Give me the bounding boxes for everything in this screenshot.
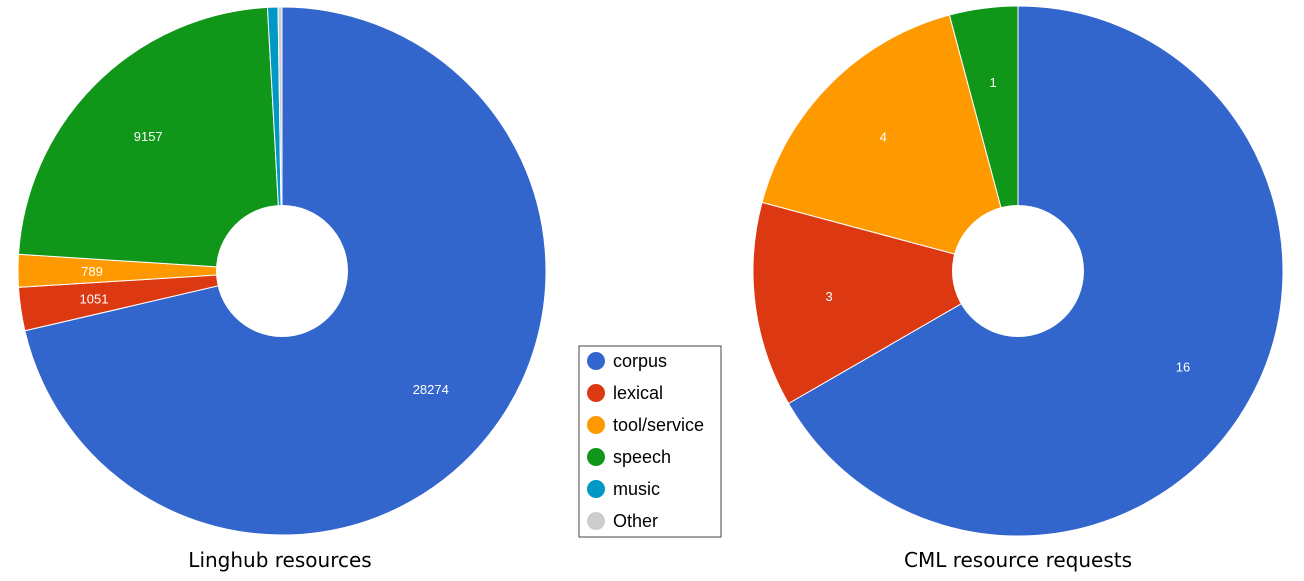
legend-item-lexical: lexical bbox=[587, 383, 663, 403]
legend-item-tool-service: tool/service bbox=[587, 415, 704, 435]
legend-swatch-corpus bbox=[587, 352, 605, 370]
legend-item-corpus: corpus bbox=[587, 351, 667, 371]
legend-item-music: music bbox=[587, 479, 660, 499]
legend-item-other: Other bbox=[587, 511, 658, 531]
slice-speech bbox=[17, 6, 283, 272]
legend-label-lexical: lexical bbox=[613, 383, 663, 403]
cml-donut-chart: 16 3 4 1 bbox=[752, 5, 1284, 537]
legend-swatch-lexical bbox=[587, 384, 605, 402]
chart-title-cml: CML resource requests bbox=[904, 548, 1132, 572]
legend-label-other: Other bbox=[613, 511, 658, 531]
legend-swatch-tool-service bbox=[587, 416, 605, 434]
data-label-speech: 9157 bbox=[134, 129, 163, 144]
data-label-speech: 1 bbox=[990, 75, 997, 90]
legend-swatch-music bbox=[587, 480, 605, 498]
chart-legend: corpus lexical tool/service speech music… bbox=[578, 345, 722, 538]
slice-other bbox=[277, 6, 283, 272]
linghub-donut-chart: 28274 1051 789 9157 bbox=[17, 6, 547, 536]
data-label-corpus: 28274 bbox=[413, 382, 449, 397]
donut-hole bbox=[952, 205, 1084, 337]
legend-label-music: music bbox=[613, 479, 660, 499]
data-label-corpus: 16 bbox=[1176, 359, 1190, 374]
slice-lexical bbox=[752, 201, 1020, 405]
data-label-lexical: 1051 bbox=[80, 291, 109, 306]
slice-speech bbox=[948, 5, 1019, 272]
slice-tool-service bbox=[761, 14, 1019, 272]
data-label-lexical: 3 bbox=[826, 289, 833, 304]
legend-swatch-other bbox=[587, 512, 605, 530]
legend-label-corpus: corpus bbox=[613, 351, 667, 371]
legend-item-speech: speech bbox=[587, 447, 671, 467]
data-label-tool-service: 789 bbox=[81, 264, 103, 279]
donut-hole bbox=[216, 205, 348, 337]
legend-label-tool-service: tool/service bbox=[613, 415, 704, 435]
legend-box bbox=[578, 345, 722, 538]
chart-title-linghub: Linghub resources bbox=[188, 548, 371, 572]
legend-swatch-speech bbox=[587, 448, 605, 466]
legend-label-speech: speech bbox=[613, 447, 671, 467]
data-label-tool-service: 4 bbox=[880, 129, 887, 144]
